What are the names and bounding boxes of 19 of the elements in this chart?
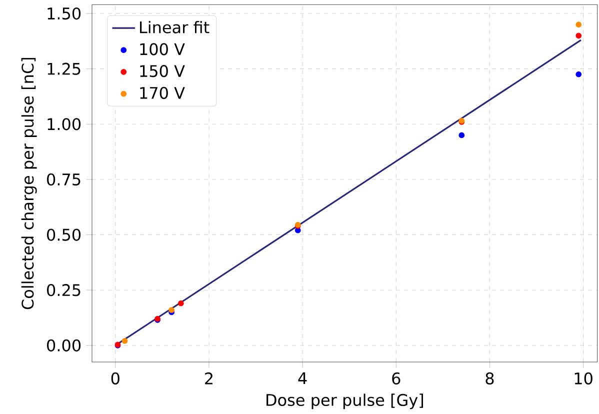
legend-label: 100 V	[140, 43, 185, 56]
y-tick-label: 1.25	[48, 62, 80, 76]
legend-label: Linear fit	[140, 21, 210, 34]
y-tick-label: 1.50	[48, 8, 81, 20]
x-tick-label: 0	[111, 372, 120, 385]
x-tick-label: 6	[392, 372, 400, 385]
x-axis-title: Dose per pulse [Gy]	[266, 394, 423, 410]
y-tick-label: 0.25	[47, 284, 80, 296]
x-tick-label: 10	[574, 372, 592, 385]
x-tick-label: 8	[486, 372, 494, 385]
legend-label: 150 V	[140, 65, 185, 78]
y-axis-title: Collected charge per pulse [nC]	[21, 58, 37, 310]
x-tick-label: 4	[298, 372, 307, 384]
y-tick-label: 0.50	[47, 228, 81, 242]
x-tick-label: 2	[205, 372, 212, 384]
y-tick-label: 1.00	[48, 118, 81, 130]
legend-label: 170 V	[140, 87, 185, 100]
y-tick-label: 0.00	[47, 340, 81, 352]
y-tick-label: 0.75	[47, 174, 80, 186]
